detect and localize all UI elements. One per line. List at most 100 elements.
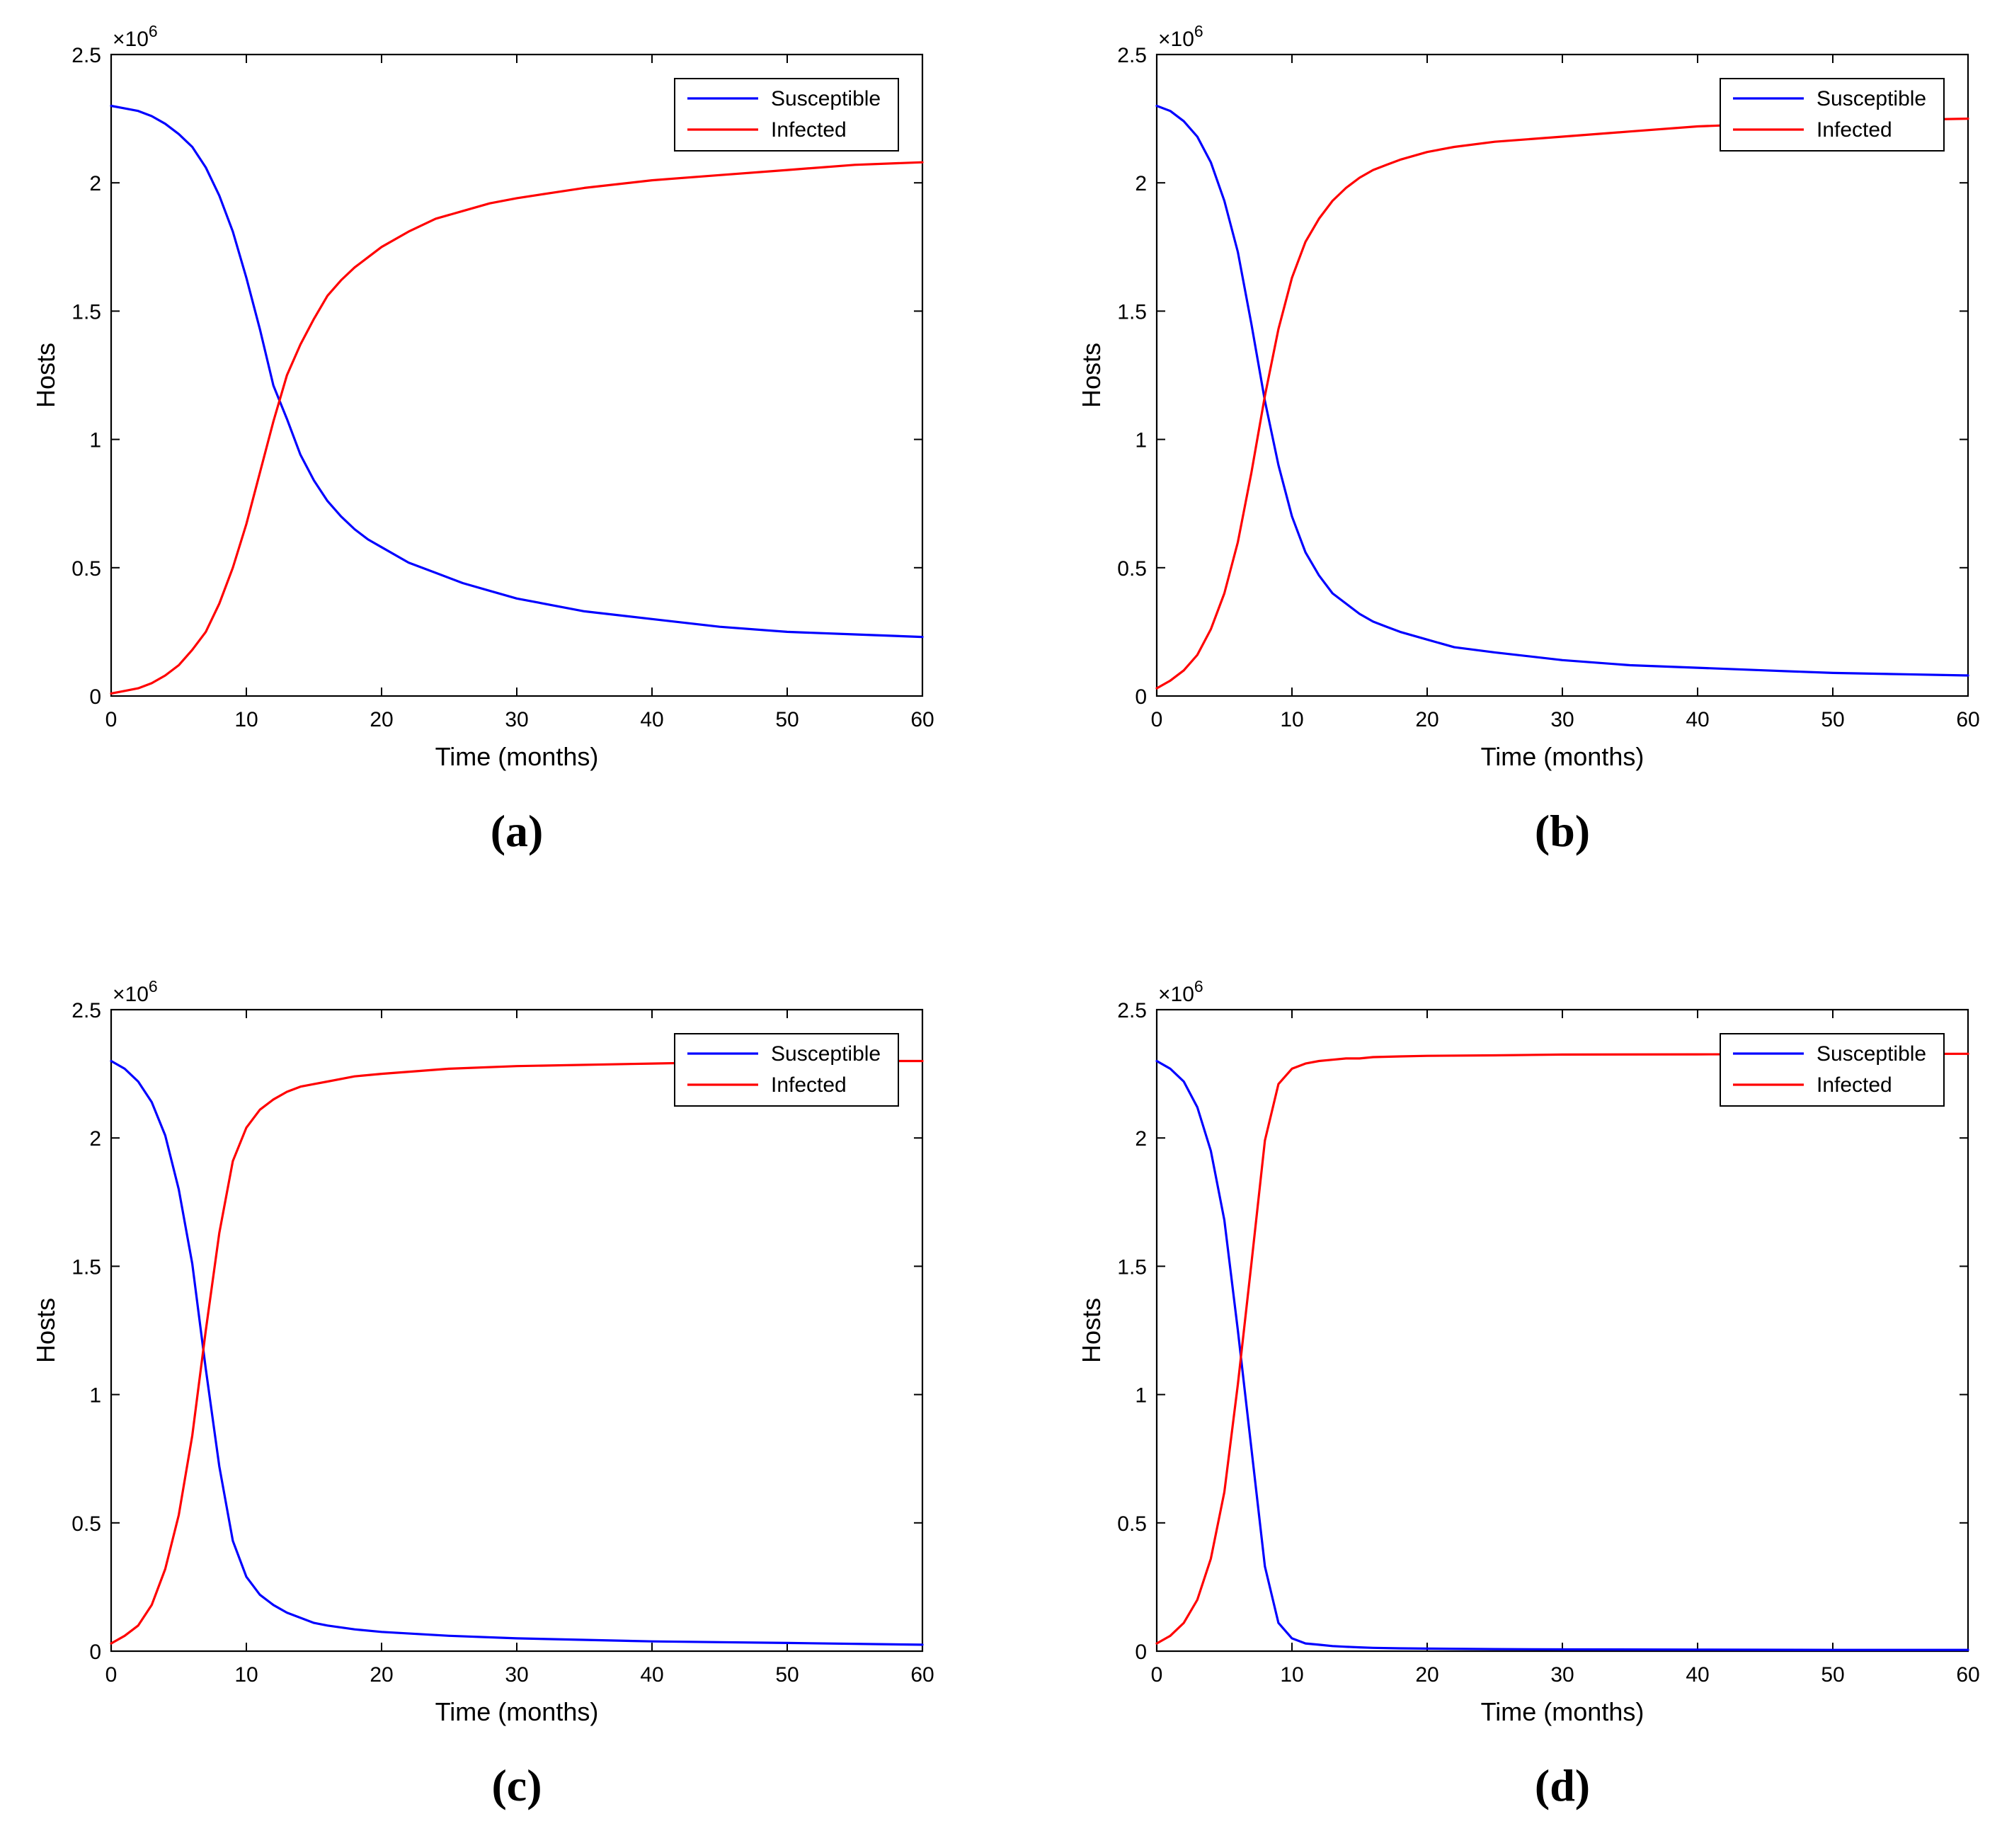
x-tick-label: 60 [910,708,934,731]
multiplier-base: ×10 [113,983,149,1006]
x-tick-label: 60 [1956,1663,1979,1687]
y-tick-label: 2.5 [1117,999,1147,1022]
legend: Susceptible Infected [674,78,899,152]
y-tick-label: 1.5 [1117,1255,1147,1279]
y-axis-multiplier: ×106 [1158,977,1203,1006]
multiplier-exponent: 6 [1194,977,1203,996]
x-tick-label: 40 [640,708,663,731]
x-tick-label: 40 [640,1663,663,1687]
y-axis-multiplier: ×106 [113,22,158,51]
y-tick-label: 1 [1135,1384,1147,1408]
panel-2: 0 10 20 30 40 50 60 0 0.5 1 1.5 2 2.5 ×106 Time (month… [1077,22,1980,856]
x-tick-label: 20 [1415,1663,1438,1687]
panel-label: (c) [491,1760,542,1810]
y-tick-label: 2.5 [1117,44,1147,67]
legend: Susceptible Infected [674,1033,899,1107]
series-line-susceptible [1155,1059,1969,1651]
x-tick-label: 30 [505,708,528,731]
series-line-infected [110,161,924,695]
legend-entry-label: Infected [771,118,847,142]
series-line-infected [1155,118,1969,690]
panel-label: (a) [491,806,544,856]
x-axis-label: Time (months) [1481,1697,1644,1726]
y-tick-label: 0 [89,685,101,709]
legend-box [674,78,899,152]
series-line-susceptible [1155,104,1969,677]
x-tick-label: 0 [105,1663,118,1687]
y-axis-label: Hosts [31,1298,60,1363]
x-tick-label: 50 [1821,708,1844,731]
x-tick-label: 20 [1415,708,1438,731]
legend-entry-label: Infected [771,1073,847,1097]
series-line-infected [110,1059,924,1645]
x-axis-label: Time (months) [435,742,599,771]
y-tick-label: 2 [89,172,101,195]
x-axis-label: Time (months) [1481,742,1644,771]
x-tick-label: 50 [1821,1663,1844,1687]
y-tick-label: 2 [1135,1127,1147,1151]
y-axis-label: Hosts [1077,1298,1106,1363]
y-tick-label: 0.5 [1117,557,1147,581]
y-tick-label: 0.5 [72,557,101,581]
x-tick-label: 0 [105,708,118,731]
multiplier-base: ×10 [1158,28,1194,51]
panel-label: (d) [1535,1760,1590,1810]
x-tick-label: 10 [234,1663,258,1687]
y-tick-label: 0.5 [1117,1512,1147,1536]
x-tick-label: 10 [1280,1663,1303,1687]
x-tick-label: 20 [370,708,393,731]
x-tick-label: 20 [370,1663,393,1687]
legend-box [1720,78,1945,152]
x-tick-label: 0 [1151,1663,1163,1687]
series-line-susceptible [110,1059,924,1646]
x-tick-label: 40 [1686,708,1709,731]
legend: Susceptible Infected [1720,1033,1945,1107]
legend-entry-label: Infected [1817,118,1892,142]
multiplier-exponent: 6 [149,22,158,40]
y-axis-label: Hosts [31,343,60,408]
x-tick-label: 50 [775,708,799,731]
y-tick-label: 1.5 [1117,300,1147,324]
multiplier-exponent: 6 [1194,22,1203,40]
y-tick-label: 0.5 [72,1512,101,1536]
multiplier-base: ×10 [113,28,149,51]
y-tick-label: 1.5 [72,300,101,324]
legend-entry-label: Susceptible [1817,87,1926,110]
y-axis-label: Hosts [1077,343,1106,408]
x-tick-label: 10 [1280,708,1303,731]
x-tick-label: 30 [1550,708,1574,731]
x-tick-label: 30 [1550,1663,1574,1687]
y-axis-multiplier: ×106 [1158,22,1203,51]
y-tick-label: 1 [89,1384,101,1408]
x-tick-label: 60 [1956,708,1979,731]
y-tick-label: 0 [1135,1641,1147,1664]
y-tick-label: 2.5 [72,999,101,1022]
x-axis-label: Time (months) [435,1697,599,1726]
series-line-susceptible [110,104,924,639]
panel-3: 0 10 20 30 40 50 60 0 0.5 1 1.5 2 2.5 ×106 Time (month… [31,977,934,1810]
y-tick-label: 1 [1135,429,1147,452]
x-tick-label: 10 [234,708,258,731]
legend-box [1720,1033,1945,1107]
y-tick-label: 2.5 [72,44,101,67]
y-tick-label: 1.5 [72,1255,101,1279]
y-tick-label: 0 [89,1641,101,1664]
y-tick-label: 2 [1135,172,1147,195]
y-tick-label: 2 [89,1127,101,1151]
legend-box [674,1033,899,1107]
legend-entry-label: Susceptible [771,1042,881,1066]
y-tick-label: 1 [89,429,101,452]
panel-4: 0 10 20 30 40 50 60 0 0.5 1 1.5 2 2.5 ×106 Time (month… [1077,977,1980,1810]
legend-entry-label: Infected [1817,1073,1892,1097]
y-tick-label: 0 [1135,685,1147,709]
legend-entry-label: Susceptible [1817,1042,1926,1066]
x-tick-label: 60 [910,1663,934,1687]
panel-label: (b) [1535,806,1590,856]
multiplier-base: ×10 [1158,983,1194,1006]
x-tick-label: 40 [1686,1663,1709,1687]
legend-entry-label: Susceptible [771,87,881,110]
x-tick-label: 50 [775,1663,799,1687]
panel-1: 0 10 20 30 40 50 60 0 0.5 1 1.5 2 2.5 ×106 Time (month… [31,22,934,856]
multiplier-exponent: 6 [149,977,158,996]
